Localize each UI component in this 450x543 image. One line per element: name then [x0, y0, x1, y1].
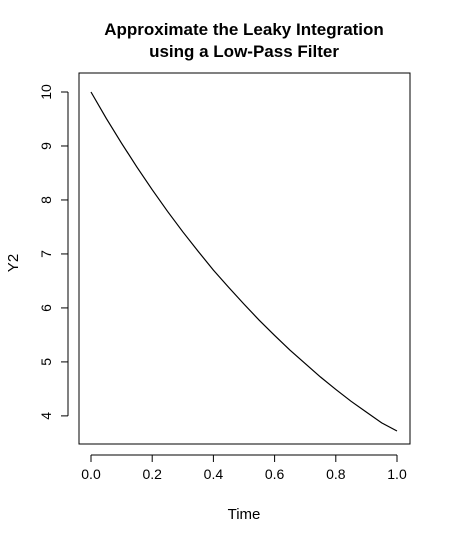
x-tick-label: 0.2	[142, 466, 162, 482]
y-tick-label: 7	[38, 250, 54, 258]
y-tick-label: 9	[38, 142, 54, 150]
x-axis: 0.0 0.2 0.4 0.6 0.8 1.0	[81, 454, 407, 482]
x-tick-label: 0.8	[326, 466, 346, 482]
x-axis-label: Time	[228, 506, 261, 523]
plot-box	[78, 72, 411, 445]
y-tick-label: 5	[38, 358, 54, 366]
y-axis: 4 5 6 7 8 9 10	[38, 84, 69, 420]
x-tick-label: 0.0	[81, 466, 101, 482]
chart-title-line2: using a Low-Pass Filter	[149, 42, 339, 61]
y-tick-label: 8	[38, 196, 54, 204]
y-tick-label: 6	[38, 304, 54, 312]
y-axis-label: Y2	[5, 254, 22, 272]
chart-title-line1: Approximate the Leaky Integration	[104, 20, 384, 39]
x-tick-label: 0.4	[204, 466, 224, 482]
y-tick-label: 4	[38, 412, 54, 420]
x-tick-label: 1.0	[387, 466, 407, 482]
x-tick-label: 0.6	[265, 466, 285, 482]
series-line	[90, 91, 398, 432]
y-tick-label: 10	[38, 84, 54, 100]
